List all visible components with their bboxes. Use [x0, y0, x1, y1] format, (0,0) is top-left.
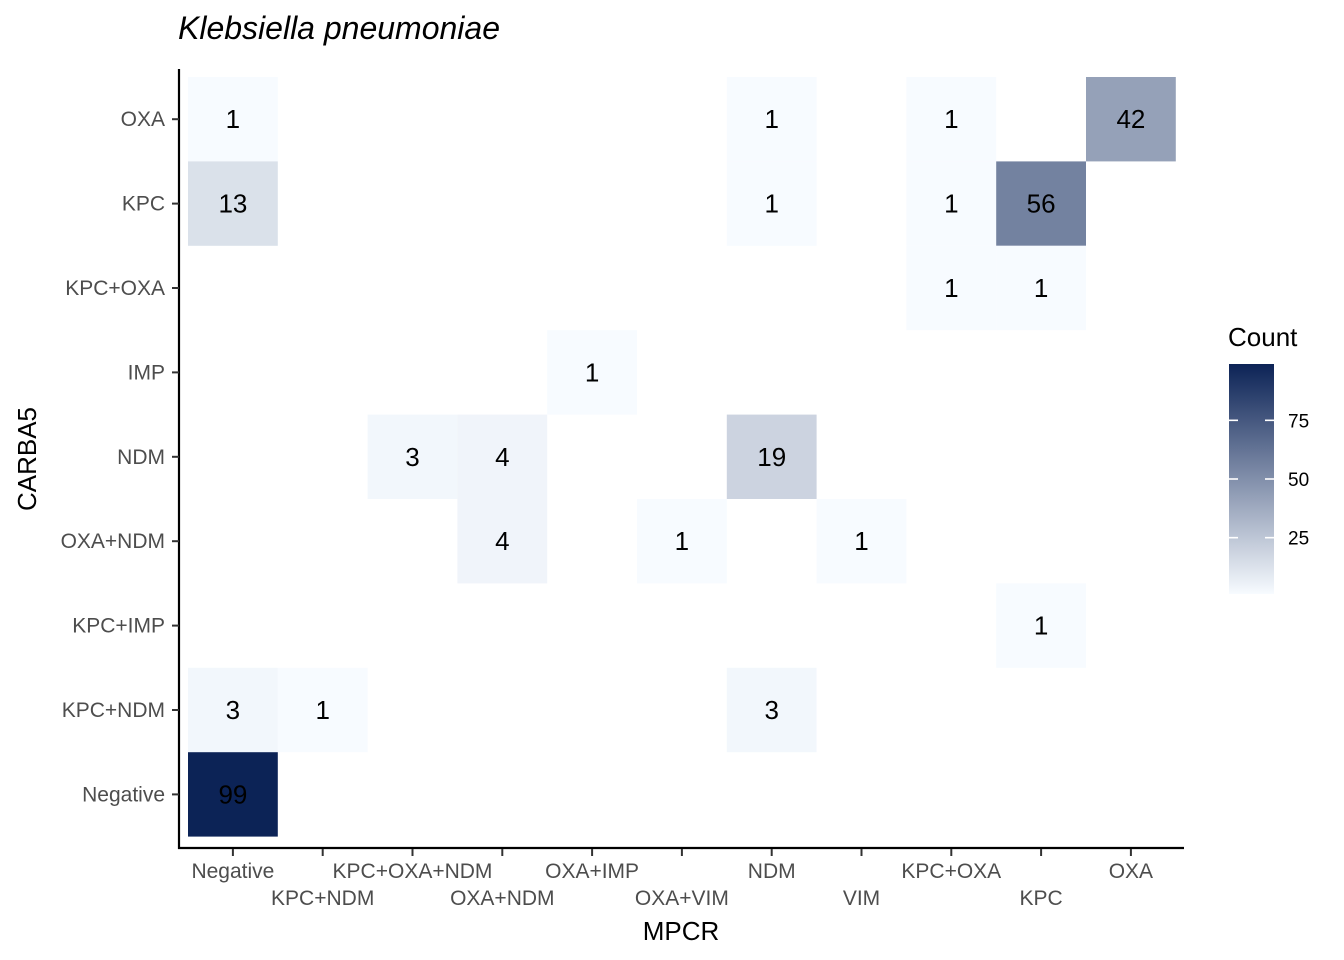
heatmap-cell-oxa-ndm	[726, 77, 817, 162]
y-tick-label: IMP	[128, 361, 165, 384]
color-legend: Count 25 50 75	[1228, 322, 1309, 594]
heatmap-cell-oxa-ndm-vim	[816, 499, 907, 584]
cell-value-label: 1	[226, 104, 240, 134]
cell-value-label: 1	[675, 526, 689, 556]
cell-value-label: 1	[944, 189, 958, 219]
x-tick-label: OXA+IMP	[545, 860, 639, 883]
heatmap-cell-ndm-kpc-oxa-ndm	[367, 414, 458, 499]
heatmap-cell-oxa-kpc-oxa	[906, 77, 997, 162]
y-tick-label: NDM	[117, 446, 165, 469]
x-tick-label: KPC+OXA+NDM	[333, 860, 493, 883]
heatmap-cell-kpc-oxa-kpc	[996, 245, 1086, 331]
y-tick-label: Negative	[82, 783, 165, 806]
x-tick-label: OXA+VIM	[635, 887, 729, 910]
heatmap-cell-kpc-negative	[188, 161, 278, 246]
cell-value-label: 1	[1034, 611, 1048, 641]
y-tick-label: KPC	[122, 193, 165, 216]
cell-value-label: 13	[218, 189, 247, 219]
heatmap-cell-negative-negative	[188, 752, 278, 837]
heatmap-cell-oxa-ndm-oxa-vim	[637, 499, 727, 584]
cell-value-label: 1	[854, 526, 868, 556]
legend-tick-label: 50	[1288, 470, 1309, 491]
x-axis-ticks: Negative KPC+NDM KPC+OXA+NDM OXA+NDM OXA+IMP…	[191, 849, 1153, 910]
y-tick-label: OXA	[121, 108, 165, 131]
y-tick-label: KPC+OXA	[65, 277, 165, 300]
heatmap-cell-ndm-oxa-ndm	[457, 414, 548, 499]
heatmap-cell-kpc-kpc-oxa	[906, 161, 997, 246]
heatmap-cell-oxa-oxa	[1086, 77, 1176, 162]
x-axis-title: MPCR	[643, 916, 720, 946]
heatmap-cell-ndm-ndm	[726, 414, 817, 499]
x-tick-label: KPC	[1020, 887, 1063, 910]
y-axis-ticks: OXA KPC KPC+OXA IMP NDM OXA+NDM KPC+IMP KPC+NDM…	[61, 108, 179, 806]
heatmap-cell-kpc-oxa-kpc-oxa	[906, 245, 997, 331]
cell-value-label: 42	[1116, 104, 1145, 134]
cell-value-label: 1	[1034, 273, 1048, 303]
heatmap-cell-oxa-negative	[188, 77, 278, 162]
legend-title: Count	[1228, 322, 1298, 352]
cell-value-label: 1	[315, 695, 329, 725]
cell-value-label: 1	[764, 104, 778, 134]
legend-ticks: 25 50 75	[1229, 411, 1309, 550]
chart-title: Klebsiella pneumoniae	[178, 10, 500, 46]
heatmap-cell-kpc-kpc	[996, 161, 1086, 246]
legend-tick-label: 75	[1288, 411, 1309, 432]
x-tick-label: NDM	[748, 860, 796, 883]
y-tick-label: KPC+NDM	[62, 699, 165, 722]
x-tick-label: VIM	[843, 887, 880, 910]
heatmap-cell-imp-oxa-imp	[547, 330, 637, 415]
cell-value-label: 19	[757, 442, 786, 472]
y-axis-title: CARBA5	[12, 407, 42, 511]
cell-value-label: 3	[226, 695, 240, 725]
cell-value-label: 3	[405, 442, 419, 472]
cell-value-label: 1	[764, 189, 778, 219]
x-tick-label: OXA+NDM	[450, 887, 554, 910]
heatmap-cells	[188, 77, 1176, 837]
x-tick-label: KPC+NDM	[271, 887, 374, 910]
heatmap-cell-oxa-ndm-oxa-ndm	[457, 499, 548, 584]
cell-value-label: 1	[944, 273, 958, 303]
x-tick-label: KPC+OXA	[901, 860, 1001, 883]
legend-tick-label: 25	[1288, 529, 1309, 550]
heatmap-cell-kpc-ndm-ndm	[726, 667, 817, 753]
cell-value-label: 4	[495, 442, 509, 472]
y-tick-label: KPC+IMP	[72, 615, 165, 638]
cell-value-label: 1	[585, 357, 599, 387]
heatmap-cell-kpc-imp-kpc	[996, 583, 1086, 668]
cell-value-label: 56	[1027, 189, 1056, 219]
cell-value-label: 1	[944, 104, 958, 134]
heatmap-cell-kpc-ndm-negative	[188, 667, 278, 753]
cell-value-label: 99	[218, 779, 247, 809]
x-tick-label: Negative	[191, 860, 274, 883]
cell-value-label: 3	[764, 695, 778, 725]
heatmap-cell-kpc-ndm-kpc-ndm	[277, 667, 368, 753]
heatmap-cell-kpc-ndm	[726, 161, 817, 246]
y-tick-label: OXA+NDM	[61, 530, 165, 553]
cell-value-label: 4	[495, 526, 509, 556]
x-tick-label: OXA	[1109, 860, 1153, 883]
